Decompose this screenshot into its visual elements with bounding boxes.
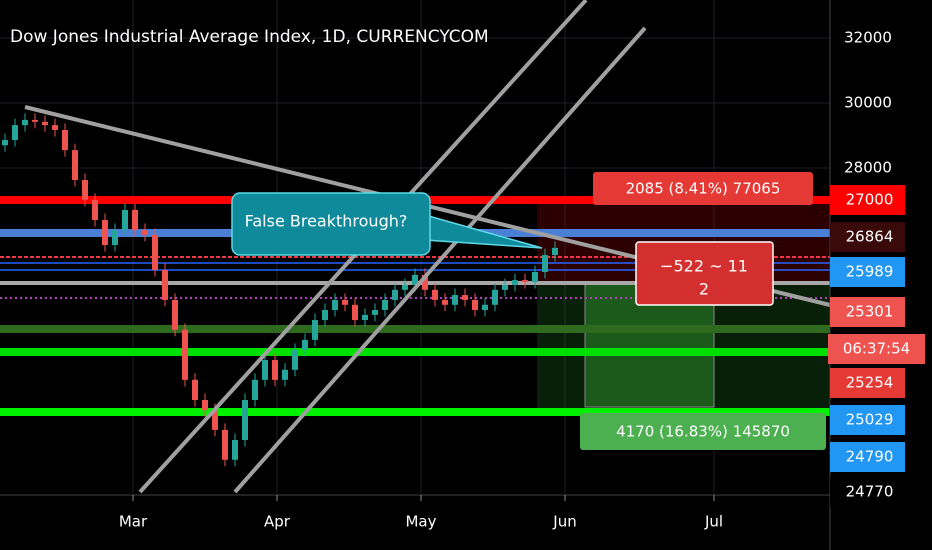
y-tick-label: 28000 (844, 158, 892, 176)
candle-body (322, 309, 328, 321)
price-tag-bg (830, 222, 905, 252)
candle-body (92, 199, 98, 220)
x-tick-label: May (405, 513, 436, 531)
candle-body (292, 349, 298, 370)
candle-body (492, 289, 498, 305)
candle-body (422, 274, 428, 290)
price-tag: 24790 (846, 448, 894, 466)
price-tag: 24770 (846, 483, 894, 501)
candle-body (262, 360, 268, 380)
candle-body (12, 125, 18, 141)
x-tick-label: Jul (704, 513, 723, 531)
x-tick-label: Mar (119, 513, 148, 531)
candle-body (382, 299, 388, 310)
candle-body (102, 219, 108, 245)
price-tag-bg (830, 257, 905, 287)
candle-body (312, 320, 318, 340)
candle-body (152, 234, 158, 271)
callout-box (231, 192, 431, 256)
candle-body (442, 299, 448, 305)
position-label: 2 (699, 280, 709, 299)
price-tag-bg (830, 442, 905, 472)
candle-body (62, 129, 68, 151)
candle-body (162, 270, 168, 300)
candle-body (512, 280, 518, 285)
price-tag: 25301 (846, 303, 894, 321)
candle-body (232, 439, 238, 460)
price-tag: 27000 (846, 191, 894, 209)
candle-body (532, 271, 538, 283)
candle-body (332, 299, 338, 310)
reward-label-box (580, 413, 826, 450)
candle-body (132, 209, 138, 231)
candle-body (392, 289, 398, 300)
price-tag: 25254 (846, 374, 894, 392)
candle-body (342, 299, 348, 305)
candle-body (462, 295, 468, 300)
candle-body (302, 339, 308, 350)
y-tick-label: 32000 (844, 29, 892, 47)
x-tick-label: Jun (552, 513, 576, 531)
price-tag: 06:37:54 (843, 340, 910, 358)
price-tag: 25989 (846, 263, 894, 281)
annotation: False Breakthrough? (245, 212, 408, 231)
candle-body (552, 247, 558, 256)
candles (2, 113, 558, 467)
price-tag-bg (830, 368, 905, 398)
position-label: 2085 (8.41%) 77065 (626, 180, 781, 198)
candle-body (222, 429, 228, 460)
candle-body (192, 379, 198, 400)
price-tag: 26864 (846, 228, 894, 246)
stats-box (635, 241, 774, 306)
y-tick-label: 30000 (844, 94, 892, 112)
channel-line (233, 26, 647, 494)
candle-body (362, 314, 368, 321)
chart-title: Dow Jones Industrial Average Index, 1D, … (10, 27, 489, 47)
candle-body (112, 230, 118, 245)
candle-body (82, 180, 88, 200)
candle-body (202, 399, 208, 411)
candle-body (502, 284, 508, 290)
candle-body (402, 284, 408, 290)
price-tag-bg (830, 405, 905, 435)
price-tag-bg (830, 297, 905, 327)
price-tag-bg (830, 477, 905, 507)
candle-body (122, 209, 128, 231)
candle-body (172, 299, 178, 330)
candle-body (252, 379, 258, 400)
candle-body (212, 410, 218, 430)
candle-body (42, 121, 48, 126)
candle-body (352, 304, 358, 321)
price-tag-bg (830, 185, 905, 215)
candle-body (32, 119, 38, 122)
candle-body (2, 140, 8, 146)
candle-body (432, 289, 438, 300)
candle-body (242, 399, 248, 440)
candle-body (142, 230, 148, 235)
candle-body (282, 369, 288, 380)
candle-body (272, 360, 278, 380)
candle-body (452, 295, 458, 305)
candle-body (52, 125, 58, 130)
candle-body (372, 309, 378, 315)
candle-body (22, 119, 28, 126)
price-tag: 25029 (846, 411, 894, 429)
candle-body (482, 304, 488, 310)
candle-body (72, 150, 78, 181)
candle-body (542, 255, 548, 272)
position-label: −522 ~ 11 (660, 257, 748, 276)
x-tick-label: Apr (264, 513, 291, 531)
target-label-box (593, 172, 813, 205)
axes: 28000 30000 32000 Mar Apr May Jun Jul 27000 26864… (119, 29, 925, 531)
candle-body (472, 299, 478, 310)
price-tag-bg (828, 334, 925, 364)
position-label: 4170 (16.83%) 145870 (616, 423, 790, 441)
candle-body (522, 280, 528, 283)
candle-body (412, 274, 418, 285)
candle-body (182, 329, 188, 380)
